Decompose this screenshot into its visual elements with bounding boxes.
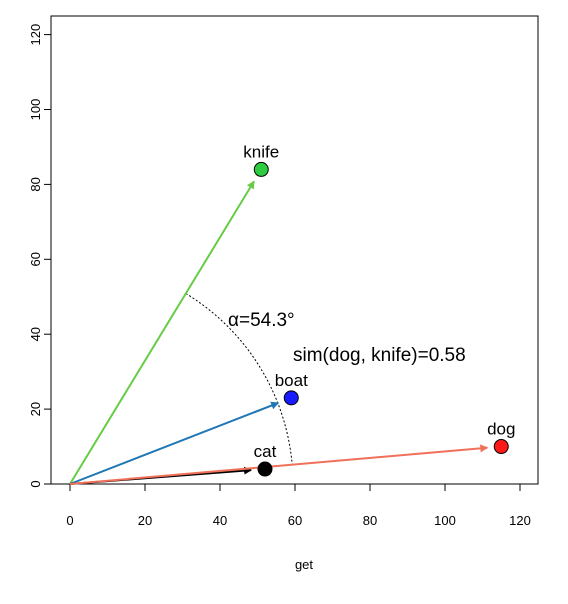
x-tick-label: 80 [363,513,377,528]
vectors [69,180,489,485]
y-tick-label: 100 [28,99,43,121]
annotation-similarity: sim(dog, knife)=0.58 [293,345,466,366]
vector-dog [69,444,489,485]
x-tick-label: 20 [138,513,152,528]
x-tick-label: 40 [213,513,227,528]
point-label-dog: dog [487,420,515,439]
y-tick-label: 60 [28,252,43,266]
x-axis: 0 20 40 60 80 100 120 [66,484,531,528]
point-label-cat: cat [254,442,277,461]
points: knife boat cat dog [243,142,515,477]
x-axis-title: get [295,557,313,572]
y-tick-label: 0 [28,480,43,487]
y-tick-label: 120 [28,24,43,46]
point-knife [253,161,269,177]
vector-boat [69,401,280,485]
point-dog [493,439,509,455]
y-tick-label: 40 [28,327,43,341]
point-cat [257,461,273,477]
x-tick-label: 100 [434,513,456,528]
x-tick-label: 60 [288,513,302,528]
y-tick-label: 80 [28,177,43,191]
y-tick-label: 20 [28,402,43,416]
x-tick-label: 0 [66,513,73,528]
point-label-knife: knife [243,142,279,161]
point-boat [283,390,299,406]
annotation-angle: α=54.3° [228,310,295,331]
vector-knife [69,180,255,485]
point-label-boat: boat [275,371,308,390]
y-axis: 0 20 40 60 80 100 120 [28,24,51,488]
plot-frame [50,15,539,485]
angle-arc [185,293,293,465]
x-tick-label: 120 [509,513,531,528]
